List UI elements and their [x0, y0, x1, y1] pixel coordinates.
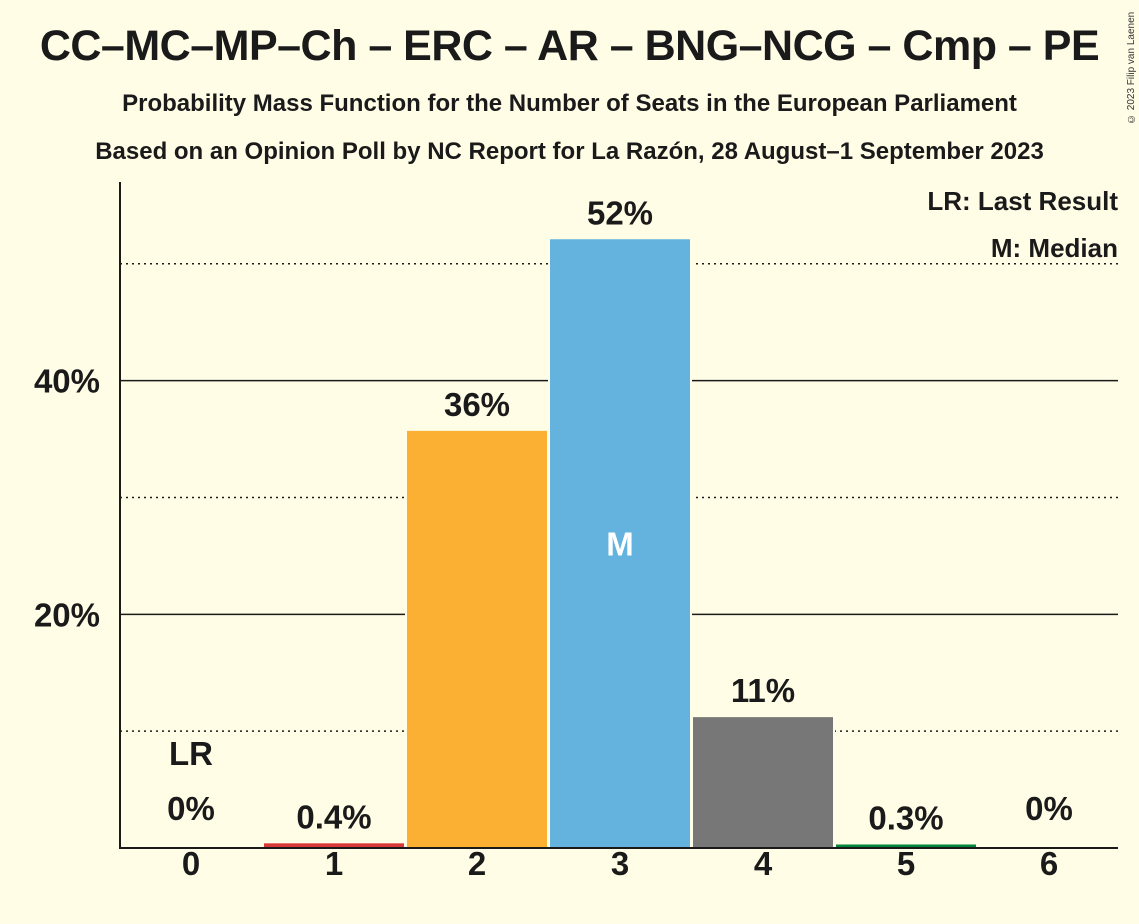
- data-labels: 0% LR 0.4% 36% 52% M 11% 0.3% 0%: [167, 194, 1073, 836]
- x-tick-label: 0: [182, 845, 200, 882]
- data-label: 36%: [444, 386, 510, 423]
- data-label: 52%: [587, 194, 653, 231]
- axes: 20% 40% 0 1 2 3 4 5 6: [34, 182, 1118, 882]
- x-tick-label: 6: [1040, 845, 1058, 882]
- data-label: 11%: [731, 672, 795, 709]
- bars: [262, 237, 978, 848]
- data-label: 0%: [1025, 790, 1073, 827]
- chart-source-note: Based on an Opinion Poll by NC Report fo…: [95, 138, 1044, 165]
- bar-seats-1: [264, 843, 404, 848]
- data-label: 0.4%: [296, 798, 371, 835]
- legend-median: M: Median: [991, 233, 1118, 263]
- legend-last-result: LR: Last Result: [927, 186, 1118, 216]
- median-marker: M: [606, 526, 634, 563]
- data-label: 0.3%: [868, 799, 943, 836]
- x-tick-label: 1: [325, 845, 343, 882]
- y-tick-label: 20%: [34, 596, 100, 633]
- data-label: 0%: [167, 790, 215, 827]
- bar-seats-4: [693, 717, 833, 848]
- chart-subtitle: Probability Mass Function for the Number…: [122, 90, 1017, 117]
- x-tick-label: 5: [897, 845, 915, 882]
- y-tick-label: 40%: [34, 363, 100, 400]
- chart-title: CC–MC–MP–Ch – ERC – AR – BNG–NCG – Cmp –…: [39, 22, 1100, 70]
- bar-seats-5: [836, 844, 976, 848]
- last-result-marker: LR: [169, 735, 213, 772]
- bar-seats-2: [407, 430, 547, 848]
- x-tick-label: 2: [468, 845, 486, 882]
- bar-seats-3: [550, 239, 690, 848]
- x-tick-label: 4: [754, 845, 773, 882]
- x-tick-label: 3: [611, 845, 629, 882]
